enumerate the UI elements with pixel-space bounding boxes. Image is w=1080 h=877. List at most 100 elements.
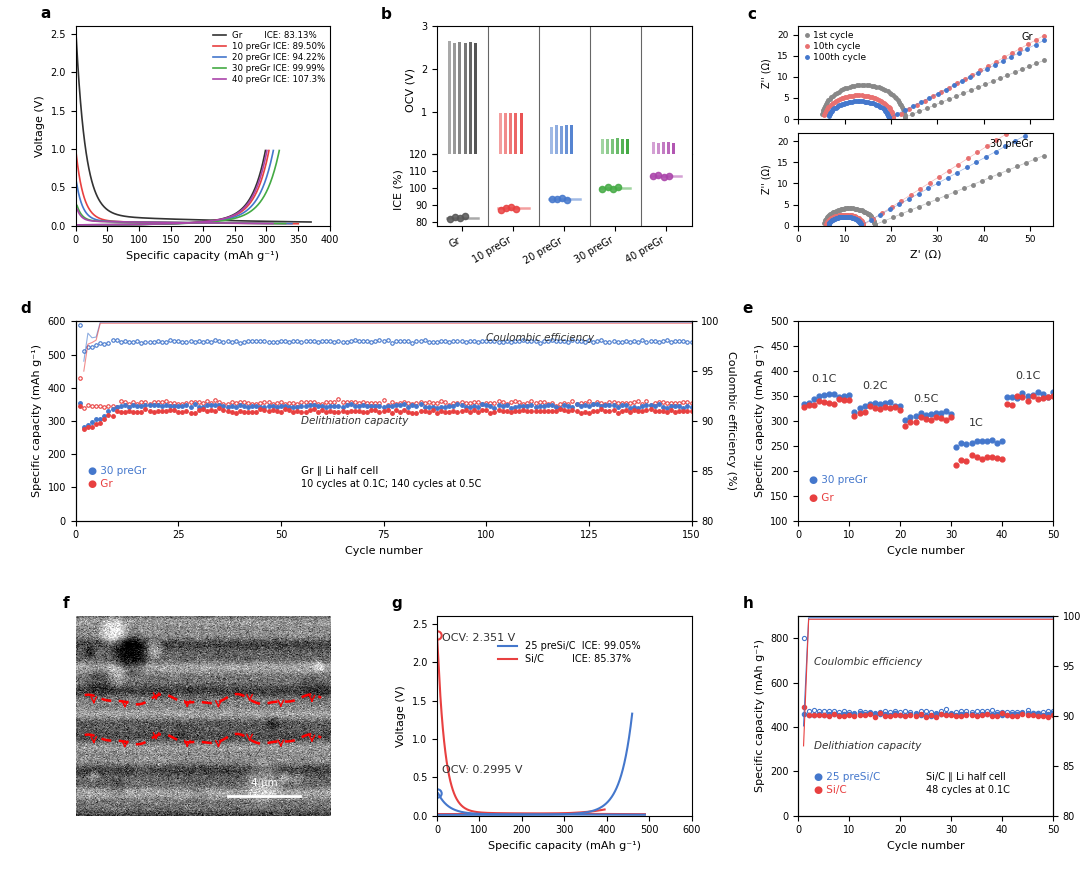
10 preGr ICE: 89.50%: (350, 0.0243): 89.50%: (350, 0.0243)	[292, 218, 305, 229]
100th cycle	[875, 102, 888, 112]
Legend: Gr        ICE: 83.13%, 10 preGr ICE: 89.50%, 20 preGr ICE: 94.22%, 30 preGr ICE:: Gr ICE: 83.13%, 10 preGr ICE: 89.50%, 20…	[213, 31, 326, 84]
Bar	[448, 41, 451, 154]
Text: ● 30 preGr: ● 30 preGr	[809, 475, 867, 485]
100th cycle	[956, 76, 969, 87]
Bar	[474, 43, 476, 154]
Text: c: c	[747, 7, 757, 22]
30 preGr ICE: 99.99%: (1, 0.27): 99.99%: (1, 0.27)	[70, 200, 83, 210]
Text: ● Gr: ● Gr	[809, 493, 834, 503]
Bar	[657, 143, 660, 154]
1st cycle	[899, 112, 912, 123]
Line: 40 preGr ICE: 107.3%: 40 preGr ICE: 107.3%	[77, 209, 273, 224]
Y-axis label: Voltage (V): Voltage (V)	[396, 685, 406, 747]
Line: 30 preGr ICE: 99.99%: 30 preGr ICE: 99.99%	[77, 205, 285, 224]
1st cycle	[815, 109, 828, 119]
X-axis label: Cycle number: Cycle number	[887, 545, 964, 556]
20 preGr ICE: 94.22%: (203, 0.0354): 94.22%: (203, 0.0354)	[198, 217, 211, 228]
Text: f: f	[63, 596, 69, 611]
Text: OCV: 0.2995 V: OCV: 0.2995 V	[442, 766, 523, 775]
Text: b: b	[381, 7, 392, 22]
Gr        ICE: 83.13%: (221, 0.0697): 83.13%: (221, 0.0697)	[210, 215, 222, 225]
30 preGr ICE: 99.99%: (159, 0.0399): 99.99%: (159, 0.0399)	[171, 217, 184, 228]
Line: 10th cycle: 10th cycle	[823, 34, 1045, 119]
Text: h: h	[742, 596, 754, 611]
10th cycle	[878, 98, 891, 109]
Y-axis label: Z'' (Ω): Z'' (Ω)	[761, 58, 772, 88]
20 preGr ICE: 94.22%: (279, 0.0297): 94.22%: (279, 0.0297)	[246, 218, 259, 229]
Bar	[454, 43, 457, 154]
Text: 4 μm: 4 μm	[251, 778, 278, 788]
Bar	[600, 139, 604, 154]
Bar	[510, 113, 512, 154]
40 preGr ICE: 107.3%: (150, 0.0409): 107.3%: (150, 0.0409)	[164, 217, 177, 228]
Gr        ICE: 83.13%: (361, 0.0483): 83.13%: (361, 0.0483)	[299, 217, 312, 227]
10th cycle	[818, 110, 831, 120]
Y-axis label: Specific capacity (mAh g⁻¹): Specific capacity (mAh g⁻¹)	[31, 345, 42, 497]
1st cycle	[825, 92, 838, 103]
10 preGr ICE: 89.50%: (167, 0.0376): 89.50%: (167, 0.0376)	[175, 217, 188, 228]
Point	[508, 202, 525, 216]
40 preGr ICE: 107.3%: (168, 0.0391): 107.3%: (168, 0.0391)	[176, 217, 189, 228]
Bar	[672, 143, 675, 154]
30 preGr ICE: 99.99%: (179, 0.0381): 99.99%: (179, 0.0381)	[183, 217, 195, 228]
Bar	[611, 139, 615, 154]
Text: Coulombic efficiency: Coulombic efficiency	[486, 333, 594, 343]
Text: 0.5C: 0.5C	[913, 394, 939, 403]
Bar	[606, 139, 609, 154]
20 preGr ICE: 94.22%: (164, 0.0389): 94.22%: (164, 0.0389)	[174, 217, 187, 228]
10th cycle	[966, 69, 978, 80]
Bar	[621, 139, 624, 154]
X-axis label: Z' (Ω): Z' (Ω)	[910, 250, 942, 260]
Text: e: e	[742, 302, 753, 317]
Point	[604, 182, 621, 196]
20 preGr ICE: 94.22%: (162, 0.0391): 94.22%: (162, 0.0391)	[172, 217, 185, 228]
Y-axis label: Specific capacity (mAh g⁻¹): Specific capacity (mAh g⁻¹)	[755, 639, 765, 793]
Text: ● Si/C: ● Si/C	[813, 786, 847, 795]
10 preGr ICE: 89.50%: (342, 0.0248): 89.50%: (342, 0.0248)	[286, 218, 299, 229]
Point	[548, 191, 565, 205]
Text: a: a	[40, 6, 51, 21]
1st cycle	[889, 91, 902, 102]
Bar	[555, 125, 558, 154]
100th cycle	[823, 111, 836, 122]
10 preGr ICE: 89.50%: (190, 0.0354): 89.50%: (190, 0.0354)	[190, 217, 203, 228]
Text: Gr ∥ Li half cell: Gr ∥ Li half cell	[301, 466, 379, 476]
Point	[451, 211, 469, 225]
Text: Gr: Gr	[1021, 32, 1032, 42]
Point	[660, 168, 677, 182]
Point	[441, 212, 458, 226]
Bar	[626, 139, 630, 154]
Gr        ICE: 83.13%: (1, 2.45): 83.13%: (1, 2.45)	[70, 32, 83, 43]
10th cycle	[958, 74, 971, 84]
X-axis label: Cycle number: Cycle number	[345, 545, 422, 556]
10 preGr ICE: 89.50%: (209, 0.0337): 89.50%: (209, 0.0337)	[202, 217, 215, 228]
Point	[645, 169, 662, 183]
Bar	[570, 125, 573, 154]
40 preGr ICE: 107.3%: (303, 0.0288): 107.3%: (303, 0.0288)	[261, 218, 274, 229]
Text: Delithiation capacity: Delithiation capacity	[301, 417, 409, 426]
1st cycle	[1037, 55, 1050, 66]
30 preGr ICE: 99.99%: (330, 0.0272): 99.99%: (330, 0.0272)	[279, 218, 292, 229]
Gr        ICE: 83.13%: (370, 0.0473): 83.13%: (370, 0.0473)	[305, 217, 318, 227]
Point	[492, 203, 510, 217]
1st cycle	[972, 82, 985, 93]
10th cycle	[1037, 31, 1050, 41]
Gr        ICE: 83.13%: (303, 0.0556): 83.13%: (303, 0.0556)	[262, 216, 275, 226]
Line: 100th cycle: 100th cycle	[827, 39, 1045, 120]
Point	[654, 170, 672, 184]
X-axis label: Specific capacity (mAh g⁻¹): Specific capacity (mAh g⁻¹)	[488, 841, 640, 851]
Y-axis label: Specific capacity (mAh g⁻¹): Specific capacity (mAh g⁻¹)	[755, 345, 765, 497]
Text: Delithiation capacity: Delithiation capacity	[813, 741, 921, 752]
Text: Coulombic efficiency: Coulombic efficiency	[813, 657, 922, 667]
40 preGr ICE: 107.3%: (185, 0.0375): 107.3%: (185, 0.0375)	[187, 217, 200, 228]
Line: 10 preGr ICE: 89.50%: 10 preGr ICE: 89.50%	[77, 154, 298, 224]
30 preGr ICE: 99.99%: (271, 0.0309): 99.99%: (271, 0.0309)	[241, 218, 254, 229]
Point	[558, 193, 576, 207]
Gr        ICE: 83.13%: (176, 0.0793): 83.13%: (176, 0.0793)	[181, 214, 194, 225]
Text: 0.1C: 0.1C	[1015, 371, 1040, 381]
Legend: 25 preSi/C  ICE: 99.05%, Si/C         ICE: 85.37%: 25 preSi/C ICE: 99.05%, Si/C ICE: 85.37%	[494, 637, 645, 667]
1st cycle	[850, 80, 863, 90]
Point	[650, 168, 667, 182]
20 preGr ICE: 94.22%: (340, 0.0261): 94.22%: (340, 0.0261)	[285, 218, 298, 229]
Bar	[561, 125, 564, 154]
